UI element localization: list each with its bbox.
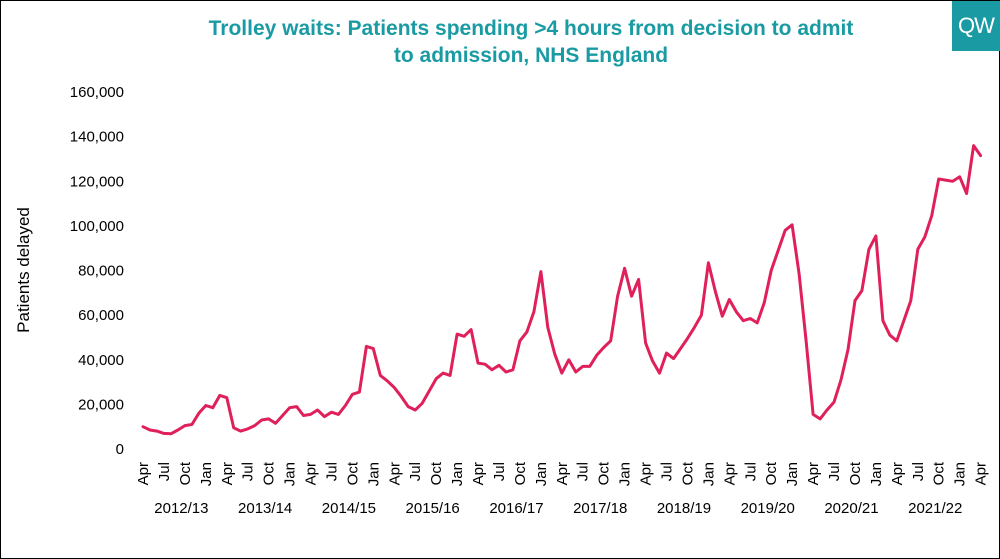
x-tick-label: Jul xyxy=(240,462,257,481)
x-tick-label: Jan xyxy=(533,462,550,486)
chart-title: Trolley waits: Patients spending >4 hour… xyxy=(121,15,941,69)
y-axis-label: Patients delayed xyxy=(14,207,33,333)
x-tick-label: Jul xyxy=(826,462,843,481)
y-tick-label: 100,000 xyxy=(70,218,124,235)
x-tick-label: Oct xyxy=(261,461,278,485)
x-year-label: 2014/15 xyxy=(322,500,376,517)
chart-title-line-1: Trolley waits: Patients spending >4 hour… xyxy=(208,17,854,40)
x-tick-label: Oct xyxy=(679,461,696,485)
x-tick-label: Oct xyxy=(344,461,361,485)
x-tick-label: Jan xyxy=(784,462,801,486)
x-tick-label: Oct xyxy=(847,461,864,485)
x-tick-label: Jul xyxy=(575,462,592,481)
y-tick-label: 20,000 xyxy=(78,396,124,413)
x-year-label: 2016/17 xyxy=(489,500,543,517)
x-tick-label: Jul xyxy=(407,462,424,481)
y-tick-label: 0 xyxy=(116,441,124,458)
x-tick-label: Apr xyxy=(303,462,320,485)
y-tick-label: 120,000 xyxy=(70,173,124,190)
x-tick-label: Apr xyxy=(638,462,655,485)
x-tick-label: Jul xyxy=(659,462,676,481)
y-tick-label: 40,000 xyxy=(78,352,124,369)
chart-title-line-2: to admission, NHS England xyxy=(393,44,669,67)
y-tick-label: 80,000 xyxy=(78,263,124,280)
x-tick-label: Apr xyxy=(135,462,152,485)
x-tick-label: Jan xyxy=(617,462,634,486)
x-tick-label: Jul xyxy=(910,462,927,481)
y-tick-label: 60,000 xyxy=(78,307,124,324)
x-tick-label: Jan xyxy=(868,462,885,486)
x-tick-label: Apr xyxy=(470,462,487,485)
x-year-label: 2017/18 xyxy=(573,500,627,517)
y-axis: 0 20,000 40,000 60,000 80,000 100,000 120,000 1… xyxy=(70,84,124,458)
x-year-label: 2013/14 xyxy=(238,500,292,517)
x-tick-label: Oct xyxy=(931,461,948,485)
x-year-label: 2020/21 xyxy=(824,500,878,517)
x-tick-label: Jul xyxy=(742,462,759,481)
x-tick-label: Apr xyxy=(721,462,738,485)
x-axis: Apr Jul Oct Jan Apr Jul Oct Jan Apr Jul Oct Jan Apr J… xyxy=(135,461,990,517)
x-year-label: 2018/19 xyxy=(657,500,711,517)
y-tick-label: 140,000 xyxy=(70,129,124,146)
x-tick-label: Oct xyxy=(596,461,613,485)
x-tick-label: Jul xyxy=(156,462,173,481)
x-tick-label: Apr xyxy=(219,462,236,485)
x-tick-label: Apr xyxy=(554,462,571,485)
x-year-label: 2019/20 xyxy=(741,500,795,517)
x-tick-label: Oct xyxy=(428,461,445,485)
x-tick-label: Apr xyxy=(386,462,403,485)
x-tick-label: Oct xyxy=(177,461,194,485)
x-tick-label: Oct xyxy=(763,461,780,485)
x-tick-label: Jan xyxy=(365,462,382,486)
x-tick-label: Jan xyxy=(449,462,466,486)
x-tick-label: Jan xyxy=(952,462,969,486)
x-tick-label: Apr xyxy=(889,462,906,485)
x-tick-label: Apr xyxy=(805,462,822,485)
x-tick-label: Apr xyxy=(973,462,990,485)
x-tick-label: Jul xyxy=(491,462,508,481)
x-year-label: 2012/13 xyxy=(154,500,208,517)
series-line-patients-delayed xyxy=(141,144,983,436)
x-tick-label: Jul xyxy=(323,462,340,481)
x-tick-label: Oct xyxy=(512,461,529,485)
qw-logo: QW xyxy=(952,1,1000,51)
x-tick-label: Jan xyxy=(282,462,299,486)
x-year-label: 2021/22 xyxy=(908,500,962,517)
x-tick-label: Jan xyxy=(700,462,717,486)
x-tick-label: Jan xyxy=(198,462,215,486)
x-year-label: 2015/16 xyxy=(406,500,460,517)
y-tick-label: 160,000 xyxy=(70,84,124,101)
